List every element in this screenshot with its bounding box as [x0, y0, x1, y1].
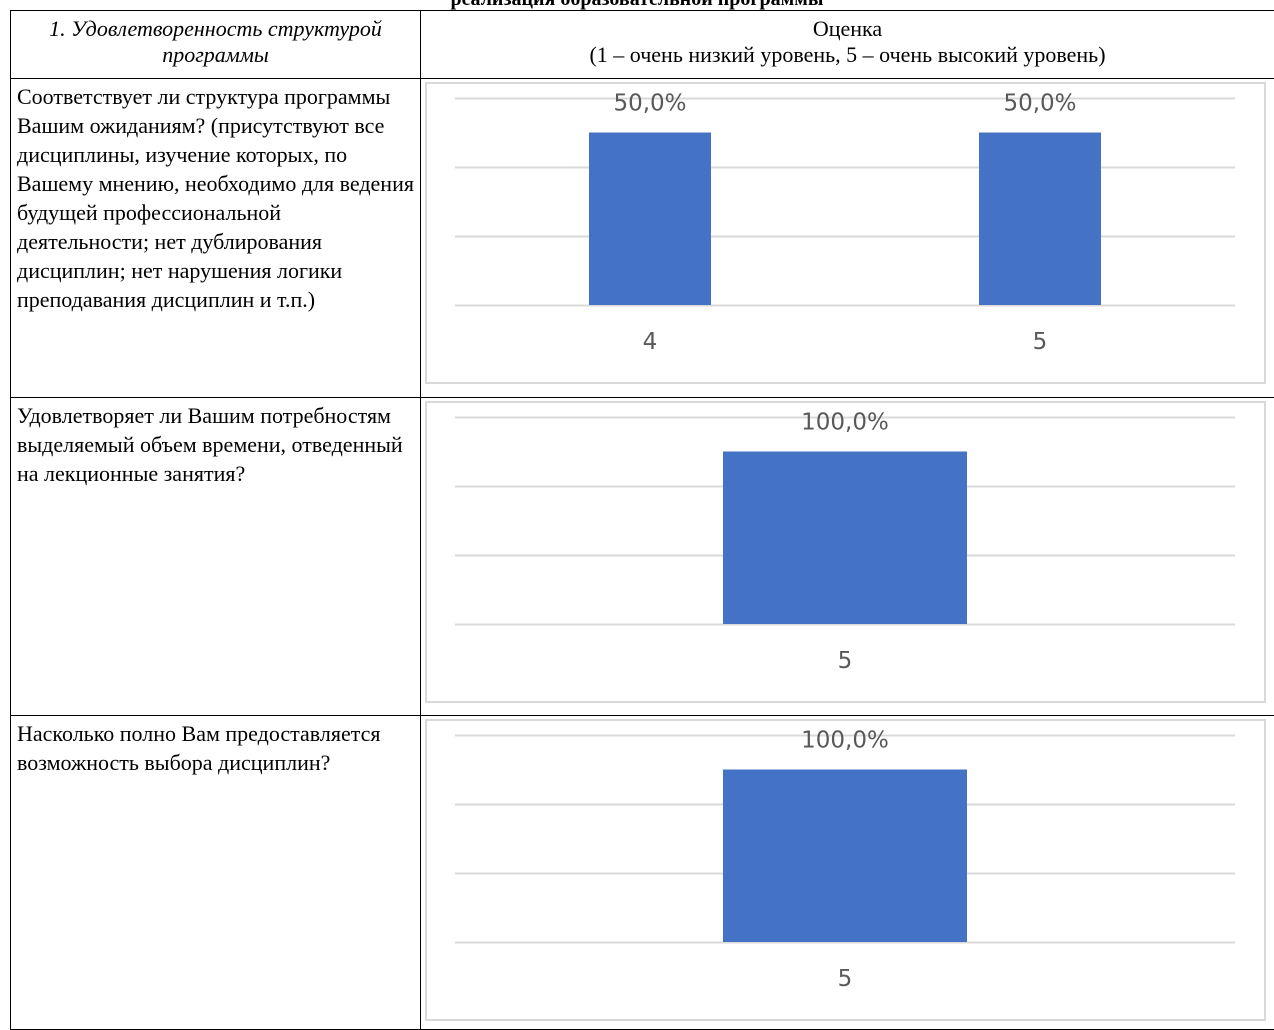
question-text: Соответствует ли структура программы Ваш… — [17, 84, 414, 312]
question-column-header: 1. Удовлетворенность структурой программ… — [11, 11, 421, 79]
bar-chart-svg: 50,0% 4 50,0% 5 — [427, 84, 1264, 382]
category-label: 5 — [1033, 329, 1048, 355]
bar — [723, 770, 967, 943]
bar-chart-svg: 100,0% 5 — [427, 403, 1264, 701]
table-header-row: 1. Удовлетворенность структурой программ… — [11, 11, 1274, 79]
chart-cell: 50,0% 4 50,0% 5 — [421, 79, 1274, 398]
bar — [723, 451, 967, 624]
question-cell: Удовлетворяет ли Вашим потребностям выде… — [11, 397, 421, 716]
survey-table: 1. Удовлетворенность структурой программ… — [10, 10, 1274, 1030]
rating-column-header-title: Оценка — [421, 16, 1274, 42]
rating-column-header-scale: (1 – очень низкий уровень, 5 – очень выс… — [421, 42, 1274, 68]
category-label: 4 — [643, 329, 658, 355]
bar-chart: 50,0% 4 50,0% 5 — [425, 82, 1266, 384]
question-text: Насколько полно Вам предоставляется возм… — [17, 721, 381, 775]
data-label: 50,0% — [613, 91, 686, 117]
question-column-header-label: 1. Удовлетворенность структурой программ… — [49, 16, 382, 67]
data-label: 50,0% — [1003, 91, 1076, 117]
chart-cell: 100,0% 5 — [421, 716, 1274, 1030]
table-row: Удовлетворяет ли Вашим потребностям выде… — [11, 397, 1274, 716]
category-label: 5 — [838, 648, 853, 674]
data-label: 100,0% — [801, 728, 889, 754]
rating-column-header: Оценка (1 – очень низкий уровень, 5 – оч… — [421, 11, 1274, 79]
category-label: 5 — [838, 966, 853, 992]
bar — [979, 133, 1101, 306]
bar-chart: 100,0% 5 — [425, 401, 1266, 703]
bar-chart-svg: 100,0% 5 — [427, 721, 1264, 1019]
question-text: Удовлетворяет ли Вашим потребностям выде… — [17, 403, 403, 486]
bar-chart: 100,0% 5 — [425, 719, 1266, 1021]
bar — [589, 133, 711, 306]
question-cell: Насколько полно Вам предоставляется возм… — [11, 716, 421, 1030]
table-row: Соответствует ли структура программы Ваш… — [11, 79, 1274, 398]
chart-cell: 100,0% 5 — [421, 397, 1274, 716]
table-row: Насколько полно Вам предоставляется возм… — [11, 716, 1274, 1030]
question-cell: Соответствует ли структура программы Ваш… — [11, 79, 421, 398]
data-label: 100,0% — [801, 409, 889, 435]
